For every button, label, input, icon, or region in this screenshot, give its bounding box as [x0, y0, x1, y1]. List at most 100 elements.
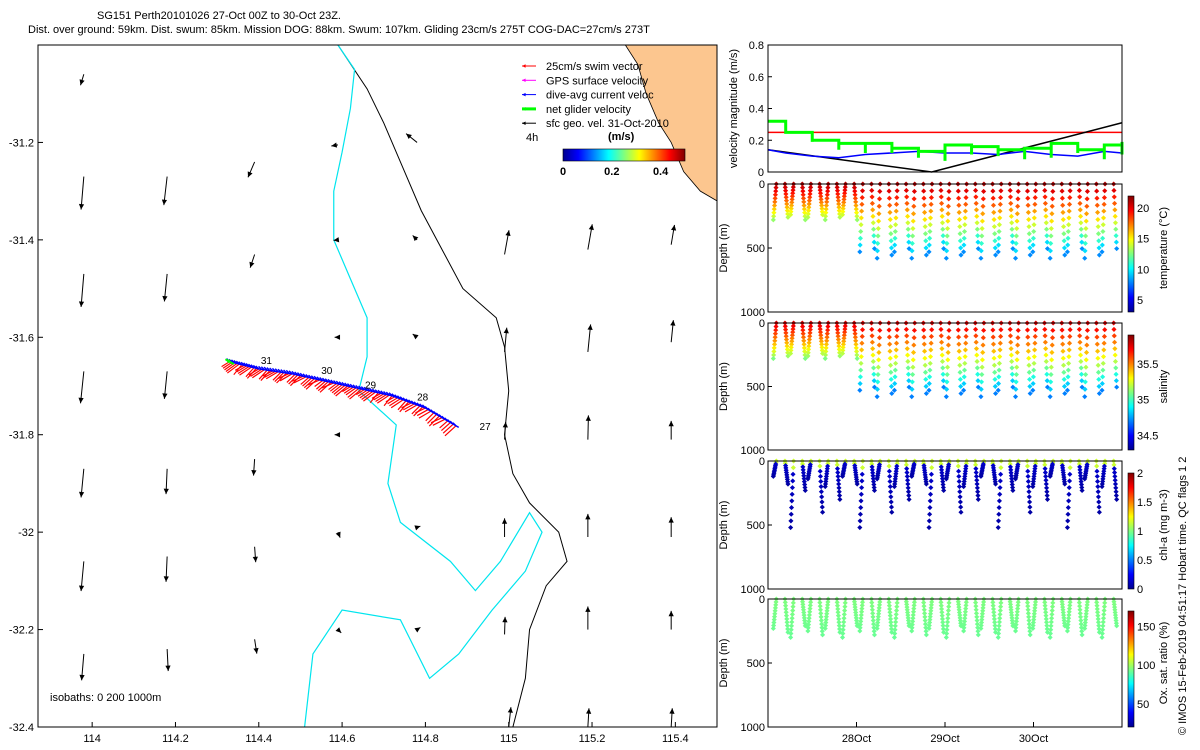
- data-point: [904, 333, 910, 339]
- data-point: [1065, 511, 1071, 517]
- data-point: [1083, 349, 1090, 356]
- data-point: [958, 252, 964, 258]
- geo-velocity-arrow: [335, 627, 342, 634]
- data-point: [904, 346, 910, 352]
- data-point: [887, 341, 893, 347]
- data-point: [1013, 372, 1019, 378]
- data-point: [1031, 611, 1037, 617]
- data-point: [979, 225, 985, 232]
- legend-label: sfc geo. vel. 31-Oct-2010: [546, 118, 669, 130]
- colorbar-label: Ox. sat. ratio (%): [1158, 622, 1170, 705]
- data-point: [1094, 188, 1100, 194]
- data-point: [1060, 209, 1066, 215]
- data-point: [1112, 220, 1119, 226]
- data-point: [870, 220, 876, 226]
- data-point: [894, 333, 900, 340]
- data-point: [1032, 602, 1038, 608]
- data-point: [871, 487, 878, 493]
- data-point: [997, 208, 1003, 214]
- data-point: [910, 218, 916, 224]
- data-point: [1113, 378, 1119, 384]
- data-point: [1064, 249, 1070, 255]
- velocity-y-tick-label: 0.2: [749, 135, 764, 147]
- swim-vector: [265, 371, 279, 380]
- data-point: [1095, 613, 1101, 619]
- data-point: [790, 478, 796, 484]
- data-point: [1101, 208, 1107, 214]
- data-point: [1066, 201, 1073, 207]
- data-point: [820, 632, 826, 638]
- data-point: [1067, 188, 1073, 194]
- data-point: [1049, 211, 1055, 217]
- data-point: [782, 184, 788, 190]
- geo-velocity-arrow: [249, 254, 256, 268]
- data-point: [1031, 367, 1037, 373]
- swim-vector: [258, 369, 268, 380]
- data-point: [904, 207, 910, 213]
- data-point: [771, 617, 777, 623]
- data-point: [1059, 327, 1065, 333]
- data-point: [926, 249, 932, 255]
- data-point: [1044, 493, 1050, 499]
- swim-vector: [288, 374, 299, 385]
- data-point: [939, 346, 945, 352]
- colorbar-tick-label: 0.5: [1137, 555, 1152, 567]
- data-point: [946, 335, 952, 341]
- data-point: [852, 334, 858, 340]
- data-point: [853, 206, 859, 212]
- data-point: [892, 367, 898, 373]
- data-point: [886, 599, 892, 605]
- data-point: [858, 222, 864, 228]
- swim-vector: [342, 386, 351, 393]
- data-point: [1044, 233, 1050, 239]
- data-point: [998, 465, 1004, 471]
- data-point: [822, 356, 828, 362]
- data-point: [957, 499, 963, 505]
- data-point: [938, 599, 944, 605]
- data-point: [996, 627, 1002, 633]
- colorbar-label: chl-a (mg m-3): [1158, 489, 1170, 561]
- data-point: [1114, 246, 1120, 252]
- data-point: [1077, 200, 1083, 206]
- data-point: [1032, 599, 1039, 605]
- day-label: 31: [261, 356, 273, 367]
- legend-note: 4h: [526, 132, 538, 144]
- data-point: [944, 631, 950, 637]
- data-point: [944, 364, 951, 370]
- swim-vector: [371, 392, 382, 399]
- data-point: [956, 473, 962, 479]
- data-point: [946, 600, 952, 606]
- data-point: [788, 511, 794, 517]
- data-point: [802, 487, 808, 493]
- data-point: [857, 525, 863, 531]
- data-point: [1027, 245, 1033, 251]
- data-point: [1049, 203, 1055, 209]
- data-point: [841, 196, 847, 202]
- data-point: [1032, 340, 1038, 346]
- data-point: [928, 201, 934, 207]
- data-point: [1025, 209, 1031, 215]
- data-point: [887, 473, 893, 479]
- data-point: [974, 365, 980, 371]
- data-point: [772, 611, 778, 617]
- data-point: [857, 625, 863, 631]
- data-point: [1114, 623, 1120, 629]
- data-point: [871, 628, 877, 634]
- isobath-200-line: [304, 45, 543, 727]
- swim-vector: [355, 389, 365, 396]
- geo-velocity-arrow: [585, 415, 591, 440]
- data-point: [928, 347, 934, 353]
- data-point: [801, 476, 807, 482]
- data-point: [1113, 365, 1119, 371]
- data-point: [788, 505, 795, 511]
- data-point: [991, 362, 997, 368]
- data-point: [888, 238, 894, 244]
- data-point: [996, 498, 1002, 504]
- data-point: [909, 473, 915, 479]
- data-point: [1077, 470, 1083, 476]
- data-point: [874, 625, 880, 631]
- data-point: [788, 634, 794, 640]
- data-point: [938, 194, 944, 200]
- velocity-y-tick-label: 0: [758, 167, 764, 179]
- data-point: [939, 352, 945, 358]
